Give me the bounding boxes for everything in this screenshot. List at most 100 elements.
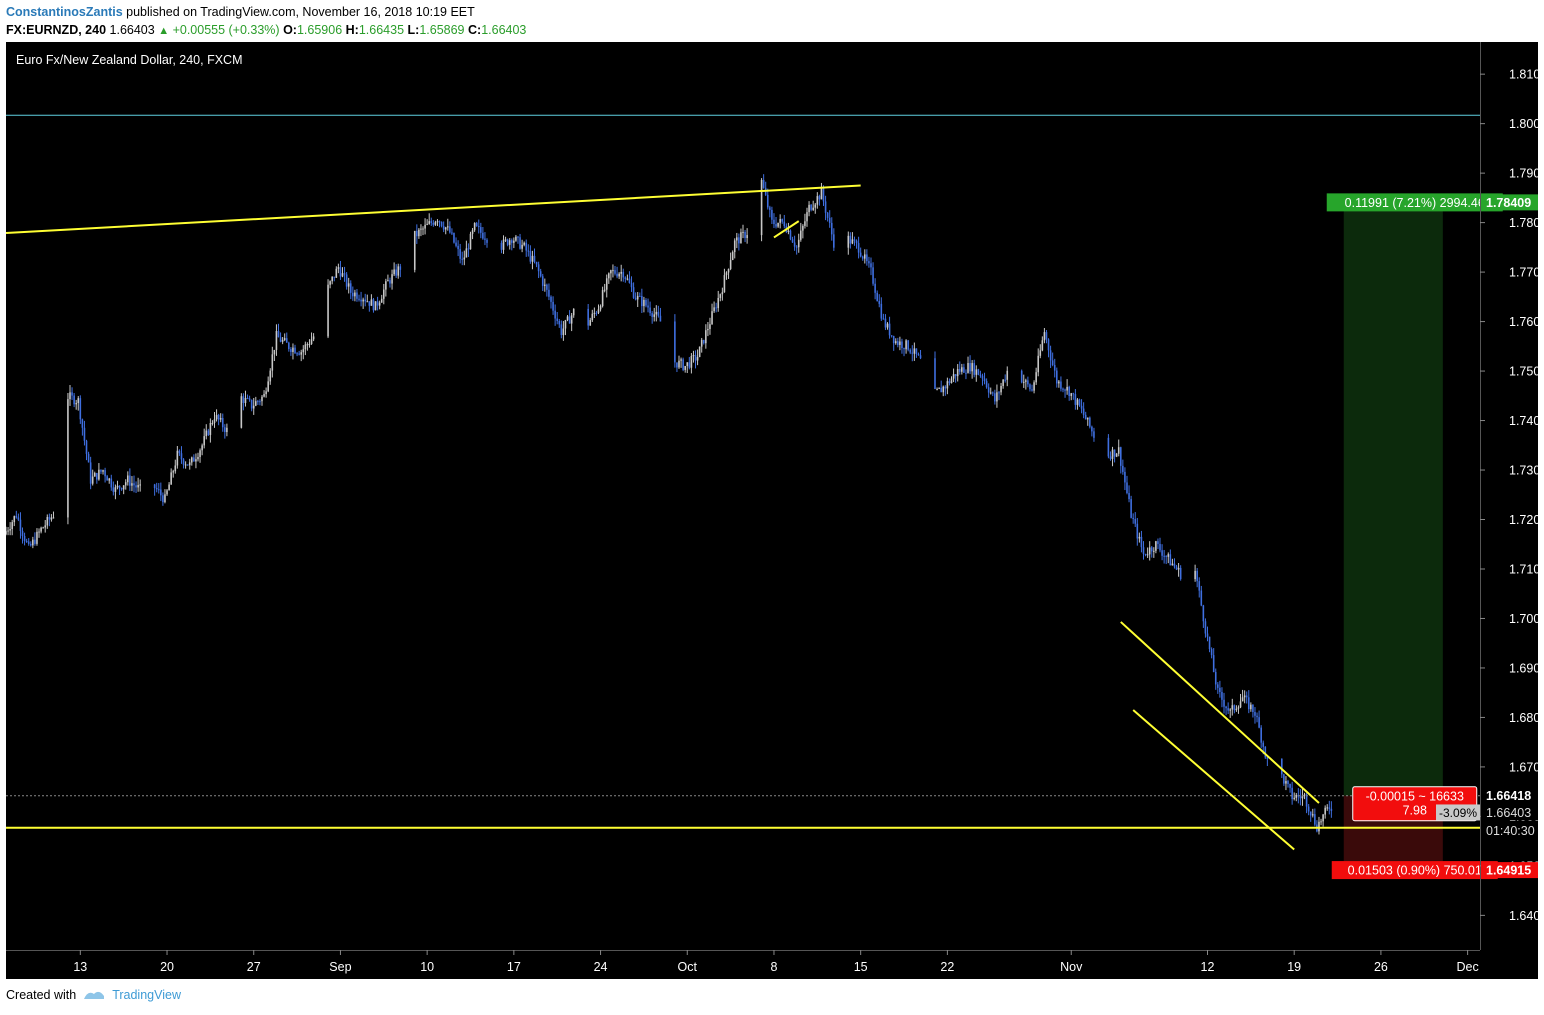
candle-body (849, 235, 852, 244)
tradingview-link[interactable]: TradingView (112, 988, 181, 1002)
candle-body (603, 289, 606, 291)
candle-body (686, 362, 689, 367)
candle-body (1229, 709, 1232, 711)
candle-body (42, 527, 44, 529)
time-tick-label: 12 (1201, 960, 1215, 974)
candle-body (453, 232, 455, 243)
candle-body (118, 485, 121, 489)
candle-body (29, 543, 32, 546)
candle-body (996, 392, 998, 402)
candle-body (385, 281, 387, 290)
candle-body (1000, 386, 1002, 393)
candle-body (707, 328, 709, 331)
candle-body (554, 310, 556, 319)
candle-body (46, 517, 49, 526)
candle-body (558, 320, 561, 325)
candle-body (349, 283, 352, 293)
candle-body (504, 239, 507, 241)
candle-body (341, 273, 344, 277)
candle-body (442, 226, 445, 230)
candle-body (884, 318, 887, 328)
candle-body (634, 297, 637, 300)
candle-body (550, 296, 552, 302)
candle-body (969, 363, 971, 372)
candle-body (1262, 742, 1265, 747)
candle-body (822, 188, 825, 202)
candle-body (34, 539, 36, 544)
candle-body (135, 485, 137, 488)
candle-body (455, 242, 457, 246)
candlestick-chart[interactable]: Euro Fx/New Zealand Dollar, 240, FXCM 0.1… (5, 42, 1544, 979)
close-label: C: (468, 23, 482, 37)
candle-body (777, 222, 779, 227)
candle-body (568, 316, 571, 324)
price-change: +0.00555 (+0.33%) (172, 23, 280, 37)
candle-body (719, 294, 722, 298)
candle-body (513, 240, 515, 243)
candle-body (382, 289, 385, 299)
candle-body (352, 292, 354, 297)
candle-body (1022, 381, 1025, 383)
candle-body (252, 405, 255, 409)
candle-body (659, 315, 662, 322)
candle-body (519, 237, 521, 249)
candle-body (197, 457, 199, 460)
candle-body (362, 299, 364, 302)
candle-body (705, 330, 707, 344)
countdown-tag: 01:40:30 (1486, 824, 1535, 838)
candle-body (1074, 394, 1077, 405)
chart-area[interactable]: Euro Fx/New Zealand Dollar, 240, FXCM 0.1… (5, 42, 1544, 979)
candle-body (874, 283, 876, 293)
candle-body (872, 267, 874, 284)
candle-body (572, 308, 575, 316)
candle-body (75, 403, 77, 405)
candle-body (48, 517, 51, 520)
candle-body (281, 339, 284, 342)
candle-body (1214, 672, 1217, 685)
publish-header: ConstantinosZantis published on TradingV… (6, 3, 475, 21)
candle-body (1055, 370, 1058, 384)
tradingview-logo-icon (84, 991, 105, 999)
candle-body (1070, 393, 1073, 397)
candle-body (531, 255, 534, 262)
candle-body (1115, 453, 1118, 457)
candle-body (449, 226, 451, 233)
candle-body (358, 298, 360, 300)
candle-body (981, 375, 984, 379)
candle-body (641, 296, 643, 307)
candle-body (1227, 708, 1229, 711)
candle-body (1260, 727, 1262, 743)
candle-body (882, 318, 885, 320)
candle-body (399, 266, 402, 270)
price-tick-label: 1.75000 (1509, 365, 1538, 379)
candle-body (188, 462, 191, 466)
candle-body (890, 335, 893, 337)
candle-body (422, 228, 424, 230)
candle-body (93, 473, 96, 477)
price-tick-label: 1.70000 (1509, 612, 1538, 626)
candle-body (15, 516, 18, 518)
candle-body (861, 256, 864, 259)
candle-body (901, 341, 903, 349)
candle-body (1307, 806, 1310, 812)
candle-body (628, 278, 631, 283)
candle-body (1303, 794, 1306, 796)
last-price-tag: 1.66403 (1486, 806, 1531, 820)
candle-body (1283, 774, 1285, 784)
candle-body (221, 417, 224, 428)
candle-body (1051, 360, 1054, 366)
candle-body (1002, 379, 1004, 387)
candle-body (112, 487, 115, 492)
candle-body (1146, 554, 1149, 556)
candle-body (1320, 821, 1322, 823)
candle-body (73, 395, 75, 405)
candle-body (828, 217, 831, 223)
candle-body (622, 271, 625, 278)
candle-body (69, 392, 71, 400)
candle-body (21, 530, 24, 537)
candle-body (907, 340, 909, 350)
candle-body (556, 318, 559, 321)
candle-body (477, 225, 480, 228)
author-link[interactable]: ConstantinosZantis (6, 5, 123, 19)
candle-body (85, 440, 88, 454)
